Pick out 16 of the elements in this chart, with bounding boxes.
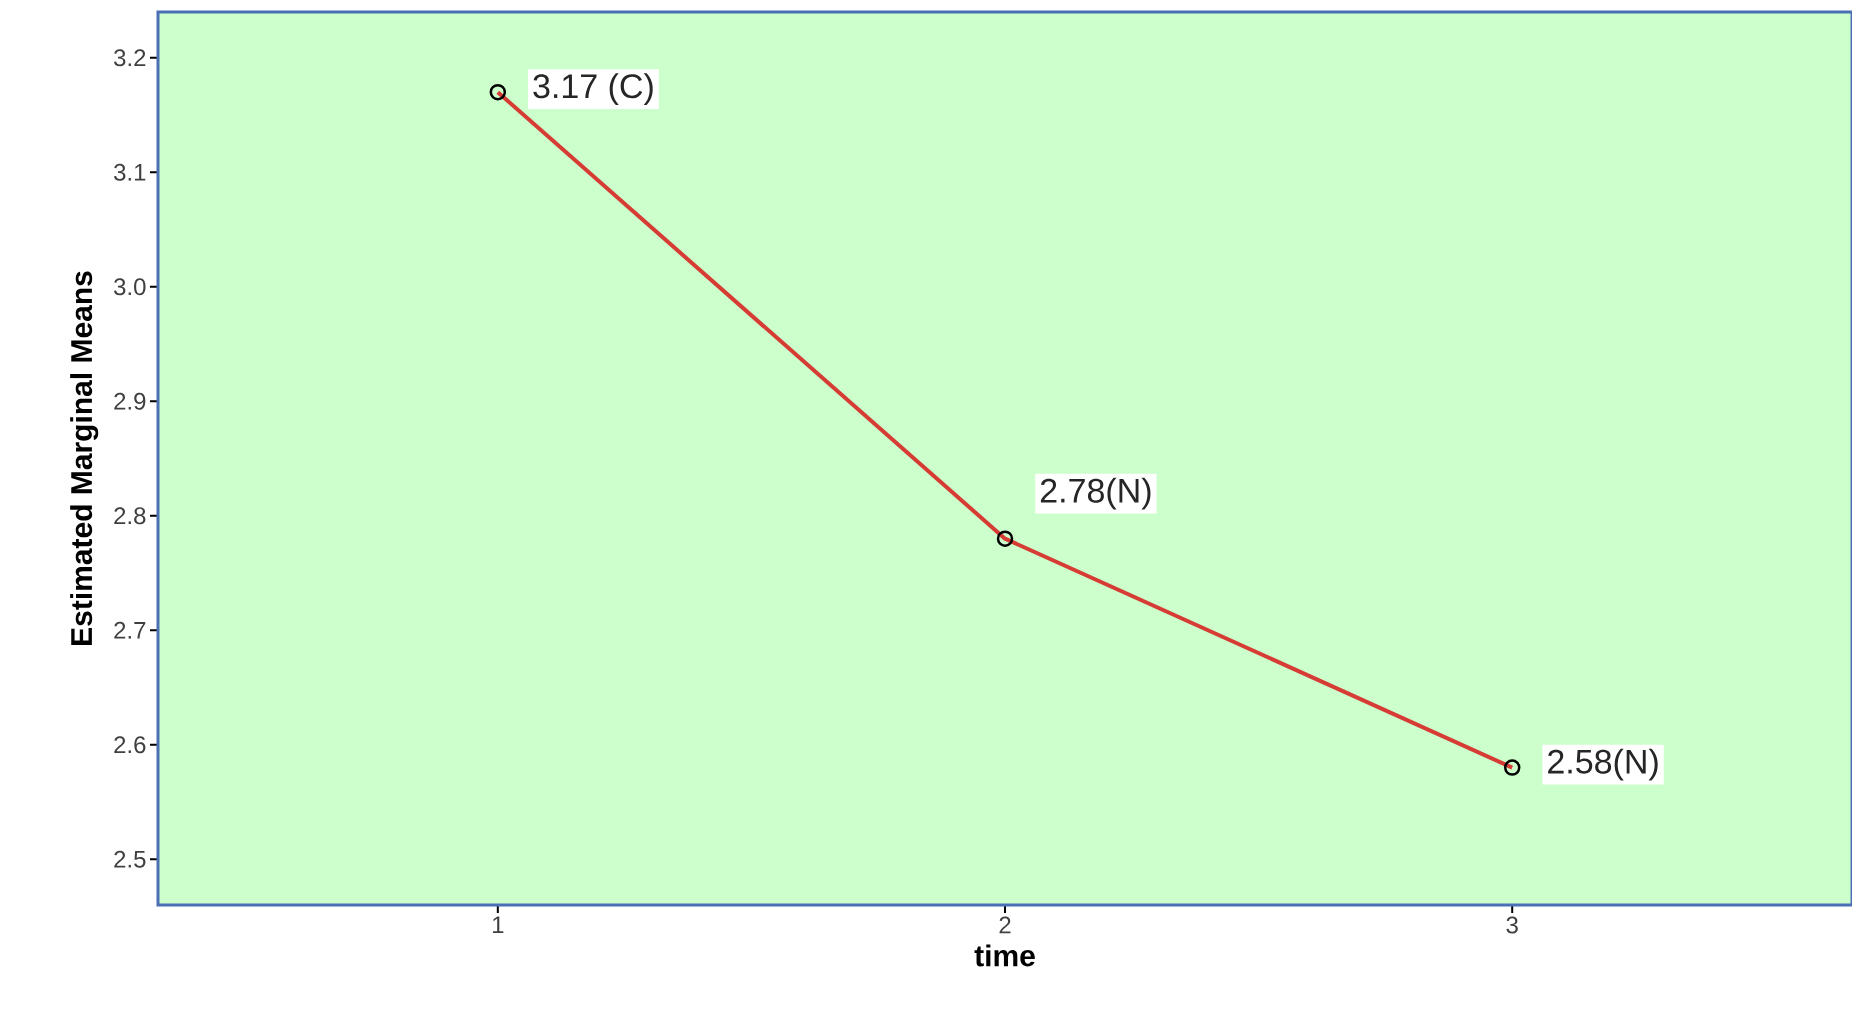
y-tick-label: 2.9 bbox=[114, 392, 146, 410]
data-label: 2.78(N) bbox=[1040, 477, 1151, 510]
y-tick-label: 3.2 bbox=[114, 49, 146, 67]
y-tick-label: 3.1 bbox=[114, 163, 146, 181]
x-tick-label: 2 bbox=[999, 916, 1011, 934]
y-tick-label: 3.0 bbox=[114, 278, 146, 296]
data-label: 2.58(N) bbox=[1548, 748, 1658, 781]
y-axis-title: Estimated Marginal Means bbox=[70, 271, 99, 645]
data-label: 3.17 (C) bbox=[533, 73, 653, 105]
x-tick-label: 3 bbox=[1506, 916, 1518, 934]
x-axis-title: time bbox=[974, 944, 1035, 967]
y-tick-label: 2.8 bbox=[114, 507, 146, 525]
y-tick-label: 2.5 bbox=[114, 850, 146, 868]
y-tick-label: 2.7 bbox=[114, 621, 146, 639]
y-tick-label: 2.6 bbox=[114, 736, 146, 754]
x-tick-label: 1 bbox=[492, 916, 504, 934]
